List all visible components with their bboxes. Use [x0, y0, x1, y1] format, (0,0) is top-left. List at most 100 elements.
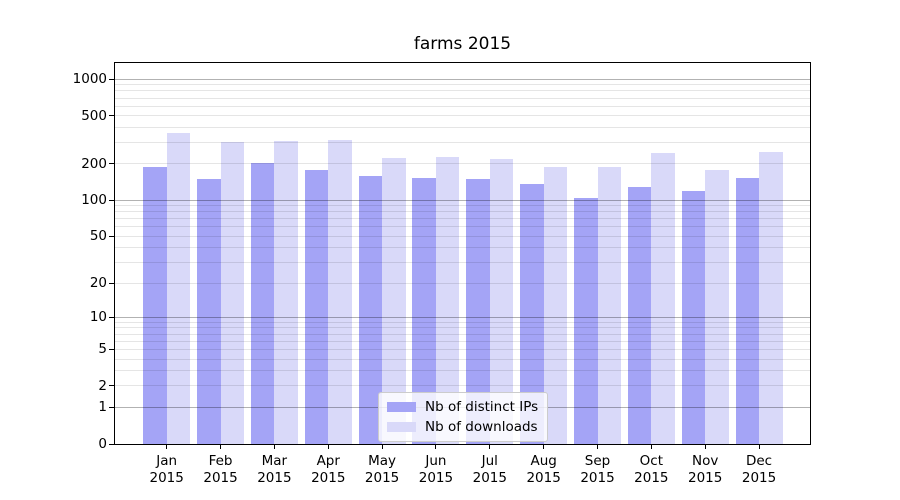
x-tick-feb — [220, 444, 222, 449]
y-tick-label-2: 2 — [98, 377, 107, 394]
x-label-month: Sep — [584, 453, 611, 469]
x-label-month: Jan — [156, 453, 178, 469]
legend-item-distinct-ips: Nb of distinct IPs — [387, 399, 539, 415]
bar-distinct-ips-jun — [412, 178, 436, 444]
gridline-minor-900 — [115, 84, 810, 86]
y-tick-1000 — [109, 78, 115, 80]
x-label-year: 2015 — [257, 470, 292, 486]
x-label-year: 2015 — [311, 470, 346, 486]
x-label-month: Aug — [530, 453, 557, 469]
bar-distinct-ips-mar — [250, 162, 275, 444]
x-tick-oct — [650, 444, 652, 449]
x-label-year: 2015 — [741, 470, 777, 486]
x-tick-label-jan: Jan 2015 — [135, 453, 199, 487]
x-label-year: 2015 — [203, 470, 238, 486]
y-tick-label-500: 500 — [81, 107, 107, 124]
bar-distinct-ips-feb — [197, 179, 221, 444]
x-tick-mar — [273, 444, 275, 449]
gridline-minor-700 — [115, 97, 810, 99]
y-tick-5 — [109, 348, 115, 350]
bar-downloads-jun — [435, 156, 460, 444]
x-tick-label-mar: Mar 2015 — [242, 453, 306, 487]
x-label-month: May — [368, 453, 397, 469]
legend-label-distinct-ips: Nb of distinct IPs — [425, 399, 539, 415]
x-tick-label-feb: Feb 2015 — [189, 453, 253, 487]
x-label-year: 2015 — [364, 470, 400, 486]
x-label-year: 2015 — [688, 470, 723, 486]
x-label-month: Apr — [316, 453, 340, 469]
x-tick-dec — [758, 444, 760, 449]
x-tick-jan — [166, 444, 168, 449]
bar-distinct-ips-may — [358, 175, 383, 444]
bar-distinct-ips-jan — [143, 166, 167, 444]
x-tick-may — [381, 444, 383, 449]
x-label-year: 2015 — [418, 470, 454, 486]
x-tick-sep — [597, 444, 598, 449]
x-tick-label-aug: Aug 2015 — [512, 453, 576, 487]
bar-distinct-ips-aug — [520, 183, 544, 444]
y-tick-label-5: 5 — [98, 341, 107, 358]
y-tick-10 — [109, 316, 115, 318]
x-label-month: Jul — [481, 453, 498, 469]
bar-downloads-aug — [543, 166, 568, 444]
bar-distinct-ips-oct — [627, 186, 652, 444]
y-tick-label-0: 0 — [98, 436, 107, 452]
y-tick-label-20: 20 — [89, 275, 107, 292]
x-label-month: Oct — [639, 453, 664, 469]
bar-downloads-oct — [651, 152, 675, 444]
y-tick-20 — [109, 282, 115, 284]
bar-downloads-may — [382, 157, 406, 444]
x-tick-label-oct: Oct 2015 — [619, 453, 683, 487]
gridline-major-1000 — [115, 78, 810, 80]
x-tick-aug — [543, 444, 545, 449]
x-tick-label-dec: Dec 2015 — [727, 453, 791, 487]
x-label-year: 2015 — [149, 470, 184, 486]
y-tick-label-1: 1 — [98, 399, 107, 416]
x-label-month: Dec — [745, 453, 773, 469]
bar-distinct-ips-jul — [466, 179, 490, 444]
x-label-month: Feb — [208, 453, 233, 469]
bar-downloads-jul — [489, 158, 514, 444]
x-label-month: Nov — [692, 453, 719, 469]
y-tick-label-200: 200 — [81, 155, 107, 172]
x-tick-label-may: May 2015 — [350, 453, 414, 487]
bar-downloads-jan — [166, 133, 191, 444]
x-tick-label-sep: Sep 2015 — [566, 453, 630, 487]
bar-downloads-nov — [705, 170, 729, 444]
x-tick-apr — [327, 444, 329, 449]
plot-area: Nb of distinct IPs Nb of downloads 0 1 2 5 1… — [73, 62, 811, 486]
bar-downloads-feb — [220, 141, 245, 444]
legend: Nb of distinct IPs Nb of downloads — [378, 392, 548, 442]
legend-swatch-distinct-ips — [387, 402, 416, 412]
y-tick-label-10: 10 — [89, 309, 107, 326]
gridline-minor-400 — [115, 127, 810, 129]
y-tick-label-50: 50 — [89, 228, 107, 245]
gridline-minor-600 — [115, 105, 810, 107]
x-tick-label-jul: Jul 2015 — [458, 453, 522, 487]
y-tick-0 — [109, 443, 115, 445]
x-label-year: 2015 — [634, 470, 669, 486]
y-tick-50 — [109, 235, 115, 237]
y-tick-100 — [109, 199, 115, 201]
legend-swatch-downloads — [387, 422, 416, 432]
bar-downloads-mar — [274, 140, 298, 444]
bar-distinct-ips-apr — [304, 169, 329, 444]
gridline-minor-500 — [115, 115, 810, 117]
chart-title: farms 2015 — [413, 34, 512, 54]
bar-distinct-ips-dec — [735, 178, 760, 444]
y-tick-label-1000: 1000 — [72, 71, 107, 88]
x-tick-label-apr: Apr 2015 — [296, 453, 360, 487]
y-tick-200 — [109, 163, 115, 165]
bar-distinct-ips-sep — [574, 197, 598, 444]
gridline-minor-800 — [115, 90, 810, 92]
y-tick-label-100: 100 — [81, 192, 107, 209]
x-tick-label-jun: Jun 2015 — [404, 453, 468, 487]
legend-label-downloads: Nb of downloads — [425, 419, 538, 435]
x-tick-nov — [704, 444, 706, 449]
bar-downloads-sep — [597, 166, 621, 444]
x-tick-jun — [435, 444, 437, 449]
x-label-year: 2015 — [526, 470, 561, 486]
y-tick-1 — [109, 406, 115, 408]
y-tick-500 — [109, 115, 115, 117]
